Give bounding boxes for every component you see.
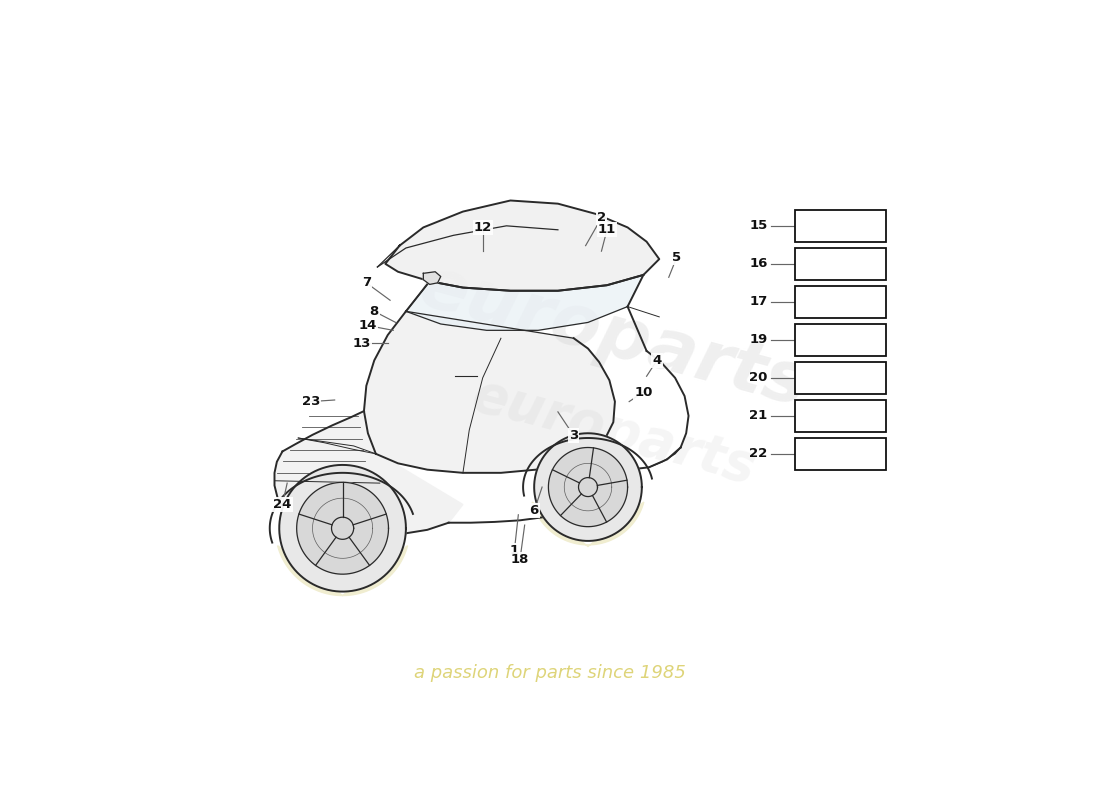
Polygon shape — [532, 502, 644, 546]
Bar — [795, 248, 887, 280]
Bar — [795, 210, 887, 242]
Text: 2: 2 — [597, 211, 606, 225]
Polygon shape — [549, 447, 628, 526]
Polygon shape — [275, 411, 463, 536]
Text: 1: 1 — [509, 544, 519, 557]
Text: 16: 16 — [749, 258, 768, 270]
Polygon shape — [277, 546, 408, 595]
Text: 3: 3 — [569, 429, 579, 442]
Text: europarts: europarts — [411, 252, 815, 422]
Bar — [795, 400, 887, 432]
Text: a passion for parts since 1985: a passion for parts since 1985 — [414, 664, 686, 682]
Text: 22: 22 — [749, 447, 768, 460]
Polygon shape — [364, 311, 615, 473]
Text: 13: 13 — [352, 337, 371, 350]
Text: 5: 5 — [672, 251, 681, 264]
Polygon shape — [424, 272, 441, 285]
Text: 15: 15 — [749, 219, 768, 232]
Text: 7: 7 — [362, 276, 371, 290]
Polygon shape — [385, 201, 659, 290]
Polygon shape — [535, 434, 641, 541]
Text: 18: 18 — [510, 554, 529, 566]
Text: 12: 12 — [474, 221, 492, 234]
Text: europarts: europarts — [465, 369, 761, 494]
Bar — [795, 438, 887, 470]
Polygon shape — [406, 275, 644, 330]
Polygon shape — [297, 482, 388, 574]
Polygon shape — [279, 465, 406, 591]
Text: 21: 21 — [749, 410, 768, 422]
Text: 14: 14 — [359, 319, 377, 332]
Text: 17: 17 — [749, 295, 768, 308]
Text: 23: 23 — [301, 395, 320, 408]
Text: 11: 11 — [598, 223, 616, 236]
Bar — [795, 286, 887, 318]
Text: 8: 8 — [370, 305, 378, 318]
Bar — [795, 324, 887, 356]
Text: 24: 24 — [273, 498, 292, 511]
Text: 19: 19 — [749, 334, 768, 346]
Text: 4: 4 — [652, 354, 661, 367]
Text: 20: 20 — [749, 371, 768, 384]
Text: 6: 6 — [529, 504, 539, 518]
Bar — [795, 362, 887, 394]
Text: 10: 10 — [635, 386, 652, 398]
